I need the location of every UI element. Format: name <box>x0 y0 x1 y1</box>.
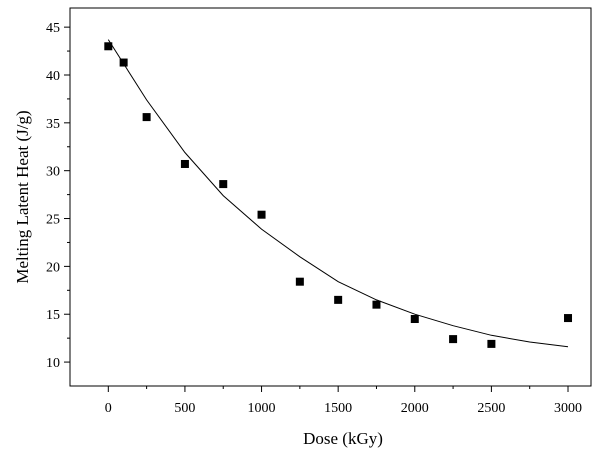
data-point <box>142 113 151 122</box>
x-axis-title: Dose (kGy) <box>303 429 383 448</box>
x-tick-label: 2500 <box>477 401 505 416</box>
data-point <box>372 300 381 309</box>
data-point <box>410 315 419 324</box>
x-tick-label: 1500 <box>324 401 352 416</box>
y-tick-label: 40 <box>46 69 60 84</box>
x-tick-label: 3000 <box>554 401 582 416</box>
data-point <box>257 210 266 219</box>
fit-curve <box>107 39 569 348</box>
data-point <box>180 159 189 168</box>
y-tick-label: 20 <box>46 260 60 275</box>
y-tick-label: 35 <box>46 117 60 132</box>
y-tick-label: 10 <box>46 356 60 371</box>
x-tick-label: 500 <box>174 401 195 416</box>
data-point <box>487 339 496 348</box>
data-point <box>449 335 458 344</box>
data-point <box>295 277 304 286</box>
data-point <box>219 180 228 189</box>
y-tick-label: 25 <box>46 213 60 228</box>
x-axis-ticks: 0 500 1000 1500 2000 2500 3000 <box>105 386 582 416</box>
data-points <box>104 42 573 348</box>
x-tick-label: 2000 <box>401 401 429 416</box>
x-tick-label: 0 <box>105 401 112 416</box>
plot-area-frame <box>69 7 592 387</box>
y-axis-ticks: 10 15 20 25 30 35 40 45 <box>46 21 70 371</box>
data-point <box>119 58 128 67</box>
x-tick-label: 1000 <box>248 401 276 416</box>
y-tick-label: 30 <box>46 165 60 180</box>
y-tick-label: 45 <box>46 21 60 36</box>
data-point <box>564 314 573 323</box>
data-point <box>104 42 113 51</box>
y-tick-label: 15 <box>46 308 60 323</box>
data-point <box>334 295 343 304</box>
y-axis-title: Melting Latent Heat (J/g) <box>13 110 32 283</box>
